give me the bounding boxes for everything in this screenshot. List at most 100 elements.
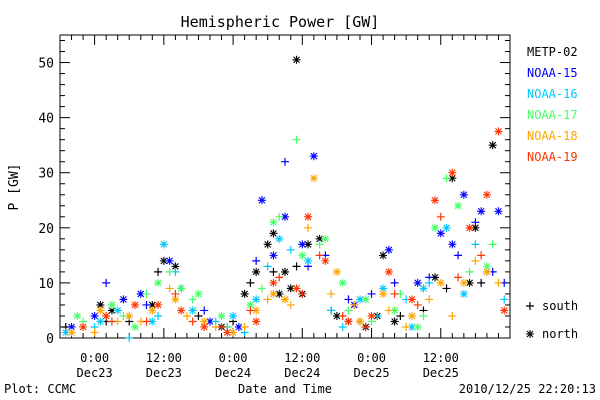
data-point-south [488, 240, 497, 249]
data-point-north [188, 306, 197, 315]
data-point-north [200, 317, 209, 326]
data-point-north [304, 240, 313, 249]
data-point-north [234, 322, 243, 331]
data-point-south [142, 300, 151, 309]
data-point-south [286, 245, 295, 254]
data-point-north [61, 328, 70, 337]
y-tick-label: 30 [38, 167, 54, 182]
data-point-north [136, 289, 145, 298]
data-point-north [431, 196, 439, 205]
data-point-north [269, 278, 278, 287]
data-point-north [482, 262, 491, 271]
x-tick-label-time: 12:00 [284, 351, 320, 365]
data-point-south [275, 273, 284, 282]
data-point-north [332, 311, 341, 320]
y-tick-label: 0 [46, 332, 54, 347]
data-point-south [182, 311, 191, 320]
legend: METP-02 NOAA-15 NOAA-16 NOAA-17 NOAA-18 NOAA-… [527, 45, 578, 164]
data-point-north [229, 311, 238, 320]
x-axis-label: Date and Time [238, 382, 332, 396]
data-point-south [477, 251, 486, 260]
data-point-north [304, 212, 313, 221]
data-point-south [471, 256, 480, 265]
data-point-north [223, 328, 232, 337]
data-point-north [148, 306, 157, 315]
data-point-south [102, 278, 111, 287]
data-point-north [384, 267, 393, 276]
data-point-south [315, 251, 324, 260]
x-tick-label-date: Dec24 [215, 366, 251, 380]
data-point-south [165, 284, 174, 293]
data-point-south [442, 174, 451, 183]
data-point-north [119, 295, 128, 304]
data-point-north [482, 267, 491, 276]
data-point-south [269, 267, 278, 276]
data-point-south [471, 218, 480, 227]
data-point-south [286, 300, 295, 309]
legend-item: NOAA-16 [527, 87, 578, 101]
data-point-south [327, 289, 336, 298]
y-axis-ticks: 0 10 20 30 40 50 [38, 40, 510, 347]
data-point-south [390, 278, 399, 287]
data-point-south [454, 251, 463, 260]
data-point-north [159, 256, 168, 265]
data-point-south [142, 289, 151, 298]
data-point-north [379, 289, 388, 298]
data-point-north [309, 174, 318, 183]
data-point-north [448, 174, 457, 183]
data-point-south [107, 317, 116, 326]
data-point-south [292, 135, 301, 144]
data-point-south [194, 311, 203, 320]
data-point-north [194, 289, 203, 298]
data-point-north [390, 306, 399, 315]
data-point-north [356, 317, 364, 326]
data-point-north [321, 256, 330, 265]
data-point-north [431, 223, 439, 232]
data-point-north [257, 196, 266, 205]
x-tick-label-time: 0:00 [80, 351, 109, 365]
data-point-north [125, 311, 134, 320]
plot-credit: Plot: CCMC [4, 382, 76, 396]
data-point-north [431, 273, 439, 282]
data-point-south [344, 295, 353, 304]
data-point-south [298, 289, 307, 298]
data-point-south [471, 240, 480, 249]
data-point-north [240, 289, 249, 298]
data-point-north [465, 223, 474, 232]
data-point-south [442, 284, 451, 293]
data-point-south [188, 317, 197, 326]
data-point-north [459, 190, 468, 199]
data-point-north [332, 267, 341, 276]
data-point-south [477, 278, 486, 287]
data-point-north [148, 300, 157, 309]
data-point-north [148, 317, 157, 326]
data-point-north [379, 284, 388, 293]
y-tick-label: 50 [38, 57, 54, 72]
data-point-north [321, 234, 330, 243]
data-point-south [494, 278, 503, 287]
data-point-north [379, 251, 388, 260]
data-point-north [107, 300, 116, 309]
data-point-north [281, 267, 289, 276]
data-point-north [177, 284, 186, 293]
data-point-north [436, 229, 445, 238]
marker-legend: south north [526, 299, 578, 341]
x-tick-label-time: 0:00 [219, 351, 248, 365]
legend-item: NOAA-17 [527, 108, 578, 122]
data-point-north [367, 311, 376, 320]
data-point-south [263, 262, 272, 271]
data-point-south [396, 311, 405, 320]
data-point-north [459, 278, 468, 287]
data-point-south [240, 322, 249, 331]
data-point-north [171, 295, 180, 304]
data-point-south [304, 223, 313, 232]
marker-legend-label: north [542, 327, 578, 341]
x-tick-label-time: 0:00 [357, 351, 386, 365]
data-point-south [188, 295, 197, 304]
data-point-south [281, 157, 289, 166]
data-point-north [407, 322, 416, 331]
data-point-north [200, 322, 209, 331]
data-point-north [79, 322, 88, 331]
data-point-north [448, 240, 457, 249]
data-point-north [304, 256, 313, 265]
